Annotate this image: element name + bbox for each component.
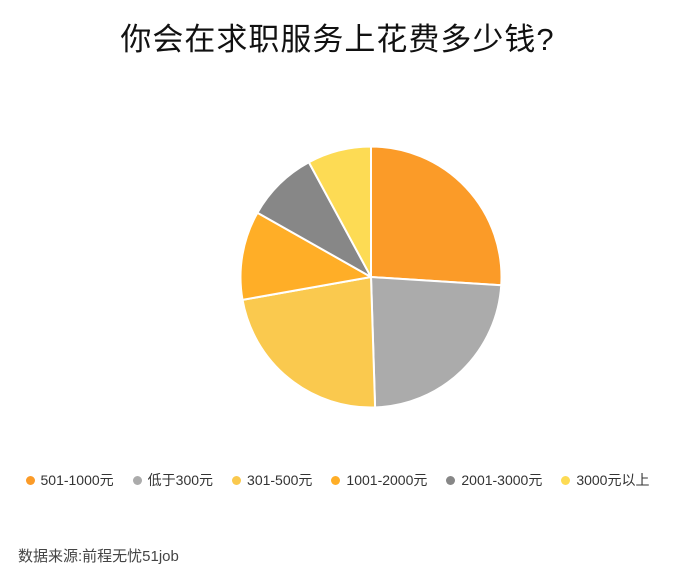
- legend-item: 501-1000元: [25, 470, 114, 490]
- legend-label: 低于300元: [147, 472, 214, 488]
- legend-dot-icon: [25, 475, 35, 485]
- legend-item: 低于300元: [132, 470, 214, 490]
- legend-label: 1001-2000元: [346, 472, 428, 488]
- data-source-note: 数据来源:前程无忧51job: [18, 548, 179, 565]
- legend-item: 301-500元: [232, 470, 312, 490]
- legend-dot-icon: [132, 475, 142, 485]
- legend-dot-icon: [331, 475, 341, 485]
- legend-label: 501-1000元: [40, 472, 114, 488]
- legend-label: 301-500元: [247, 472, 313, 488]
- legend-item: 2001-3000元: [446, 470, 542, 490]
- chart-title: 你会在求职服务上花费多少钱?: [120, 22, 555, 57]
- legend-label: 2001-3000元: [461, 472, 543, 488]
- legend-label: 3000元以上: [576, 472, 650, 488]
- legend-item: 1001-2000元: [331, 470, 427, 490]
- pie-slice-1001-2000元: [239, 211, 372, 301]
- legend: 501-1000元 低于300元 301-500元 1001-2000元 2001-30…: [0, 470, 675, 490]
- pie-slice-3000元以上: [307, 145, 372, 278]
- legend-item: 3000元以上: [561, 470, 649, 490]
- legend-dot-icon: [561, 475, 571, 485]
- pie-slice-301-500元: [241, 276, 377, 409]
- legend-dot-icon: [232, 475, 242, 485]
- pie-slice-低于300元: [370, 276, 503, 409]
- pie-slice-501-1000元: [370, 145, 503, 287]
- legend-dot-icon: [446, 475, 456, 485]
